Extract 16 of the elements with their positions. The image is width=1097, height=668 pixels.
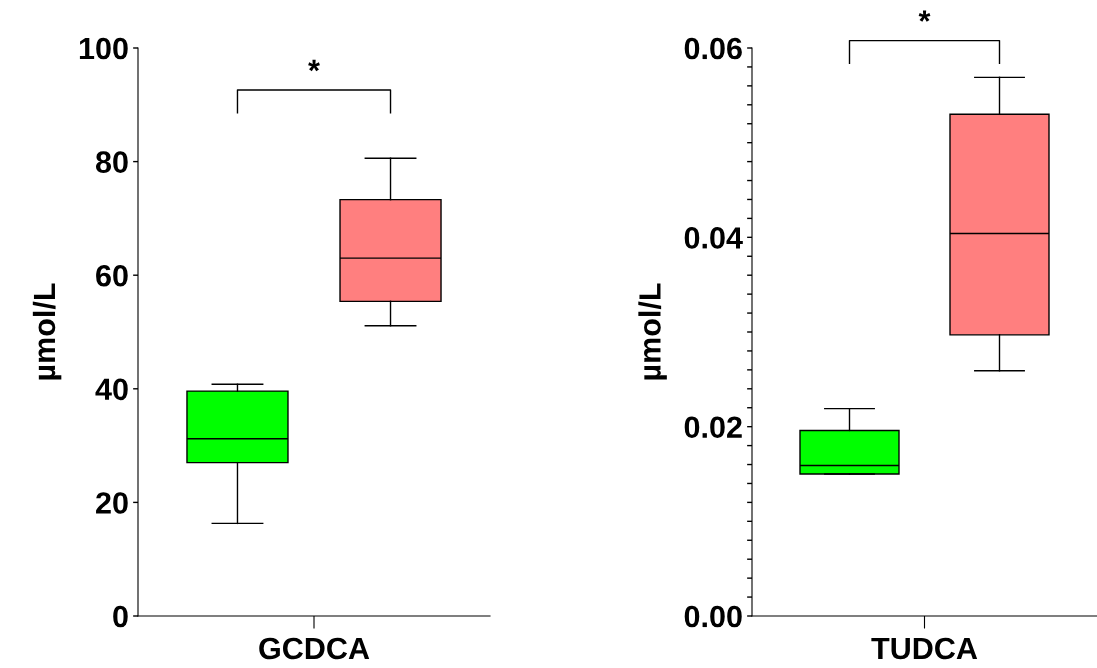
y-axis-title: µmol/L — [32, 283, 62, 380]
y-tick-label: 100 — [79, 37, 128, 60]
text: * — [918, 10, 931, 22]
y-tick-label: 40 — [95, 378, 128, 401]
y-tick-label: 0.00 — [684, 605, 742, 628]
y-tick-label: 60 — [96, 264, 128, 287]
y-tick-label: 0.06 — [684, 37, 742, 60]
y-tick-label: 0 — [113, 605, 128, 628]
y-axis-title: µmol/L — [638, 283, 667, 380]
x-axis-title: GCDCA — [259, 637, 370, 660]
y-tick-label: 0.04 — [684, 227, 743, 249]
x-axis-title: TUDCA — [871, 637, 978, 660]
y-tick-label: 80 — [95, 151, 128, 173]
annotation: * — [308, 59, 320, 72]
y-tick-label: 0.02 — [684, 416, 742, 439]
y-tick-label: 20 — [96, 492, 128, 514]
